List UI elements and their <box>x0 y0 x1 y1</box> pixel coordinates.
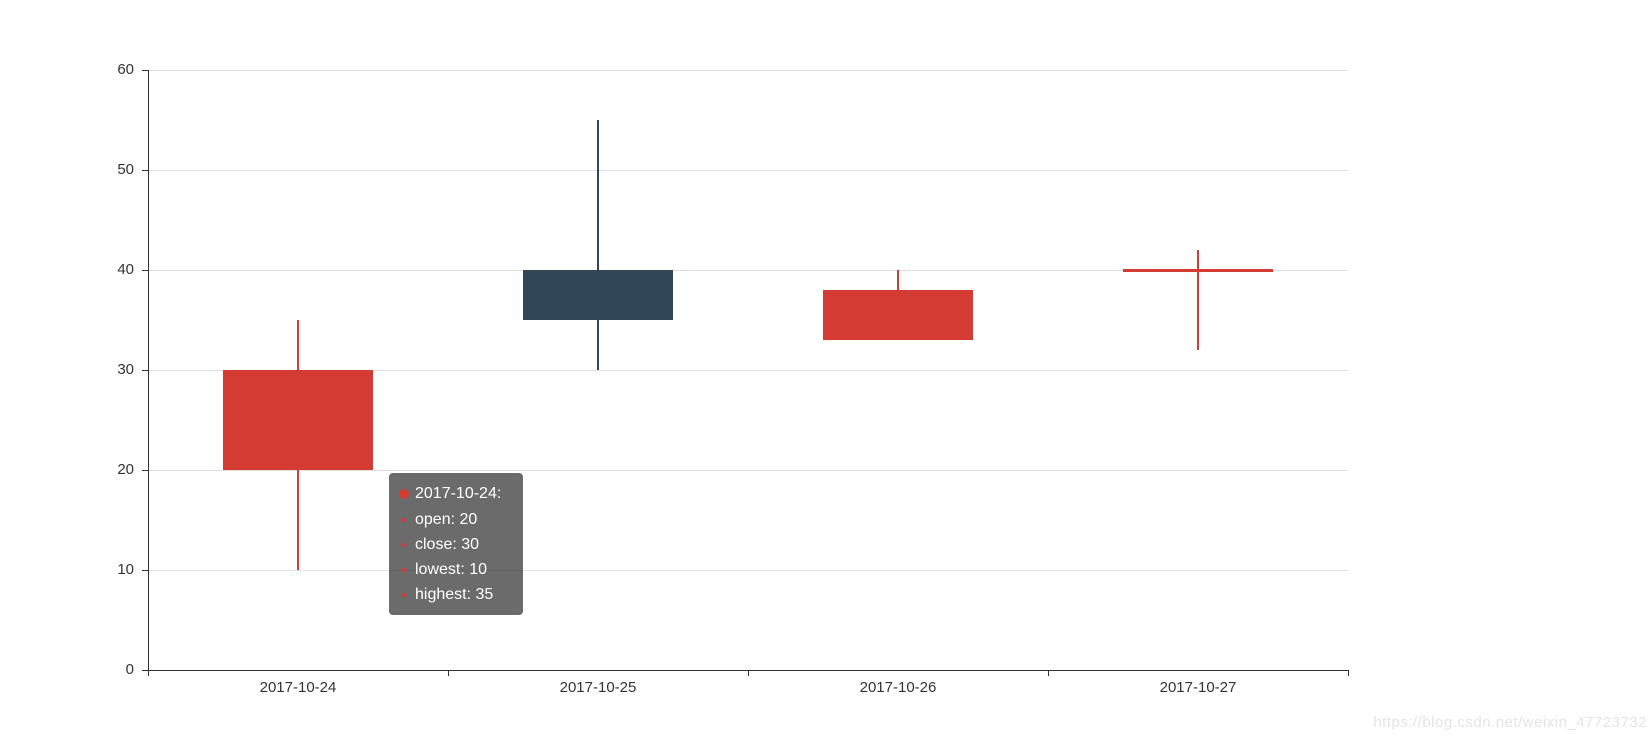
gridline <box>148 269 1348 271</box>
x-axis-tick <box>148 671 149 676</box>
x-axis-label: 2017-10-26 <box>859 679 937 696</box>
watermark: https://blog.csdn.net/weixin_47723732 <box>1373 714 1647 731</box>
gridline <box>148 169 1348 171</box>
y-axis-label: 50 <box>117 161 134 178</box>
y-axis-line <box>148 70 149 670</box>
y-axis-label: 60 <box>117 61 134 78</box>
tooltip-highest-value: highest: 35 <box>415 586 494 603</box>
x-axis-label: 2017-10-24 <box>259 679 337 696</box>
x-axis-tick <box>1048 671 1049 676</box>
x-axis-label: 2017-10-25 <box>559 679 637 696</box>
y-axis-label: 30 <box>117 361 134 378</box>
tooltip: 2017-10-24: open: 20 close: 30 lowest: 1… <box>389 473 523 615</box>
bullet-circle-icon <box>402 517 406 522</box>
x-axis-tick <box>448 671 449 676</box>
candle-wick[interactable] <box>1197 250 1199 350</box>
y-axis-tick <box>142 469 148 471</box>
x-axis-tick <box>1348 671 1349 676</box>
y-axis-label: 10 <box>117 561 134 578</box>
tooltip-open-value: open: 20 <box>415 511 478 528</box>
bullet-circle-icon <box>402 567 406 572</box>
candle-body[interactable] <box>523 270 673 320</box>
gridline <box>148 469 1348 471</box>
tooltip-title: 2017-10-24: <box>415 485 502 502</box>
tooltip-row-open: open: 20 <box>399 507 511 532</box>
tooltip-title-row: 2017-10-24: <box>399 481 511 507</box>
bullet-circle-icon <box>402 542 406 547</box>
y-axis-tick <box>142 669 148 671</box>
bullet-circle-icon <box>402 592 406 597</box>
y-axis-tick <box>142 569 148 571</box>
x-axis-label: 2017-10-27 <box>1159 679 1237 696</box>
x-axis-tick <box>748 671 749 676</box>
tooltip-row-highest: highest: 35 <box>399 582 511 607</box>
y-axis-tick <box>142 169 148 171</box>
y-axis-tick <box>142 69 148 71</box>
tooltip-row-lowest: lowest: 10 <box>399 557 511 582</box>
gridline <box>148 69 1348 71</box>
candle-wick[interactable] <box>597 120 599 370</box>
candle-doji-line[interactable] <box>1123 268 1273 272</box>
y-axis-label: 0 <box>125 661 134 678</box>
tooltip-close-value: close: 30 <box>415 536 480 553</box>
series-marker-circle-icon <box>399 489 409 499</box>
y-axis-tick <box>142 269 148 271</box>
tooltip-lowest-value: lowest: 10 <box>415 561 488 578</box>
gridline <box>148 569 1348 571</box>
x-axis-line <box>148 670 1349 671</box>
y-axis-label: 40 <box>117 261 134 278</box>
candle-body[interactable] <box>823 290 973 340</box>
y-axis-label: 20 <box>117 461 134 478</box>
tooltip-row-close: close: 30 <box>399 532 511 557</box>
gridline <box>148 369 1348 371</box>
candle-body[interactable] <box>223 370 373 470</box>
y-axis-tick <box>142 369 148 371</box>
